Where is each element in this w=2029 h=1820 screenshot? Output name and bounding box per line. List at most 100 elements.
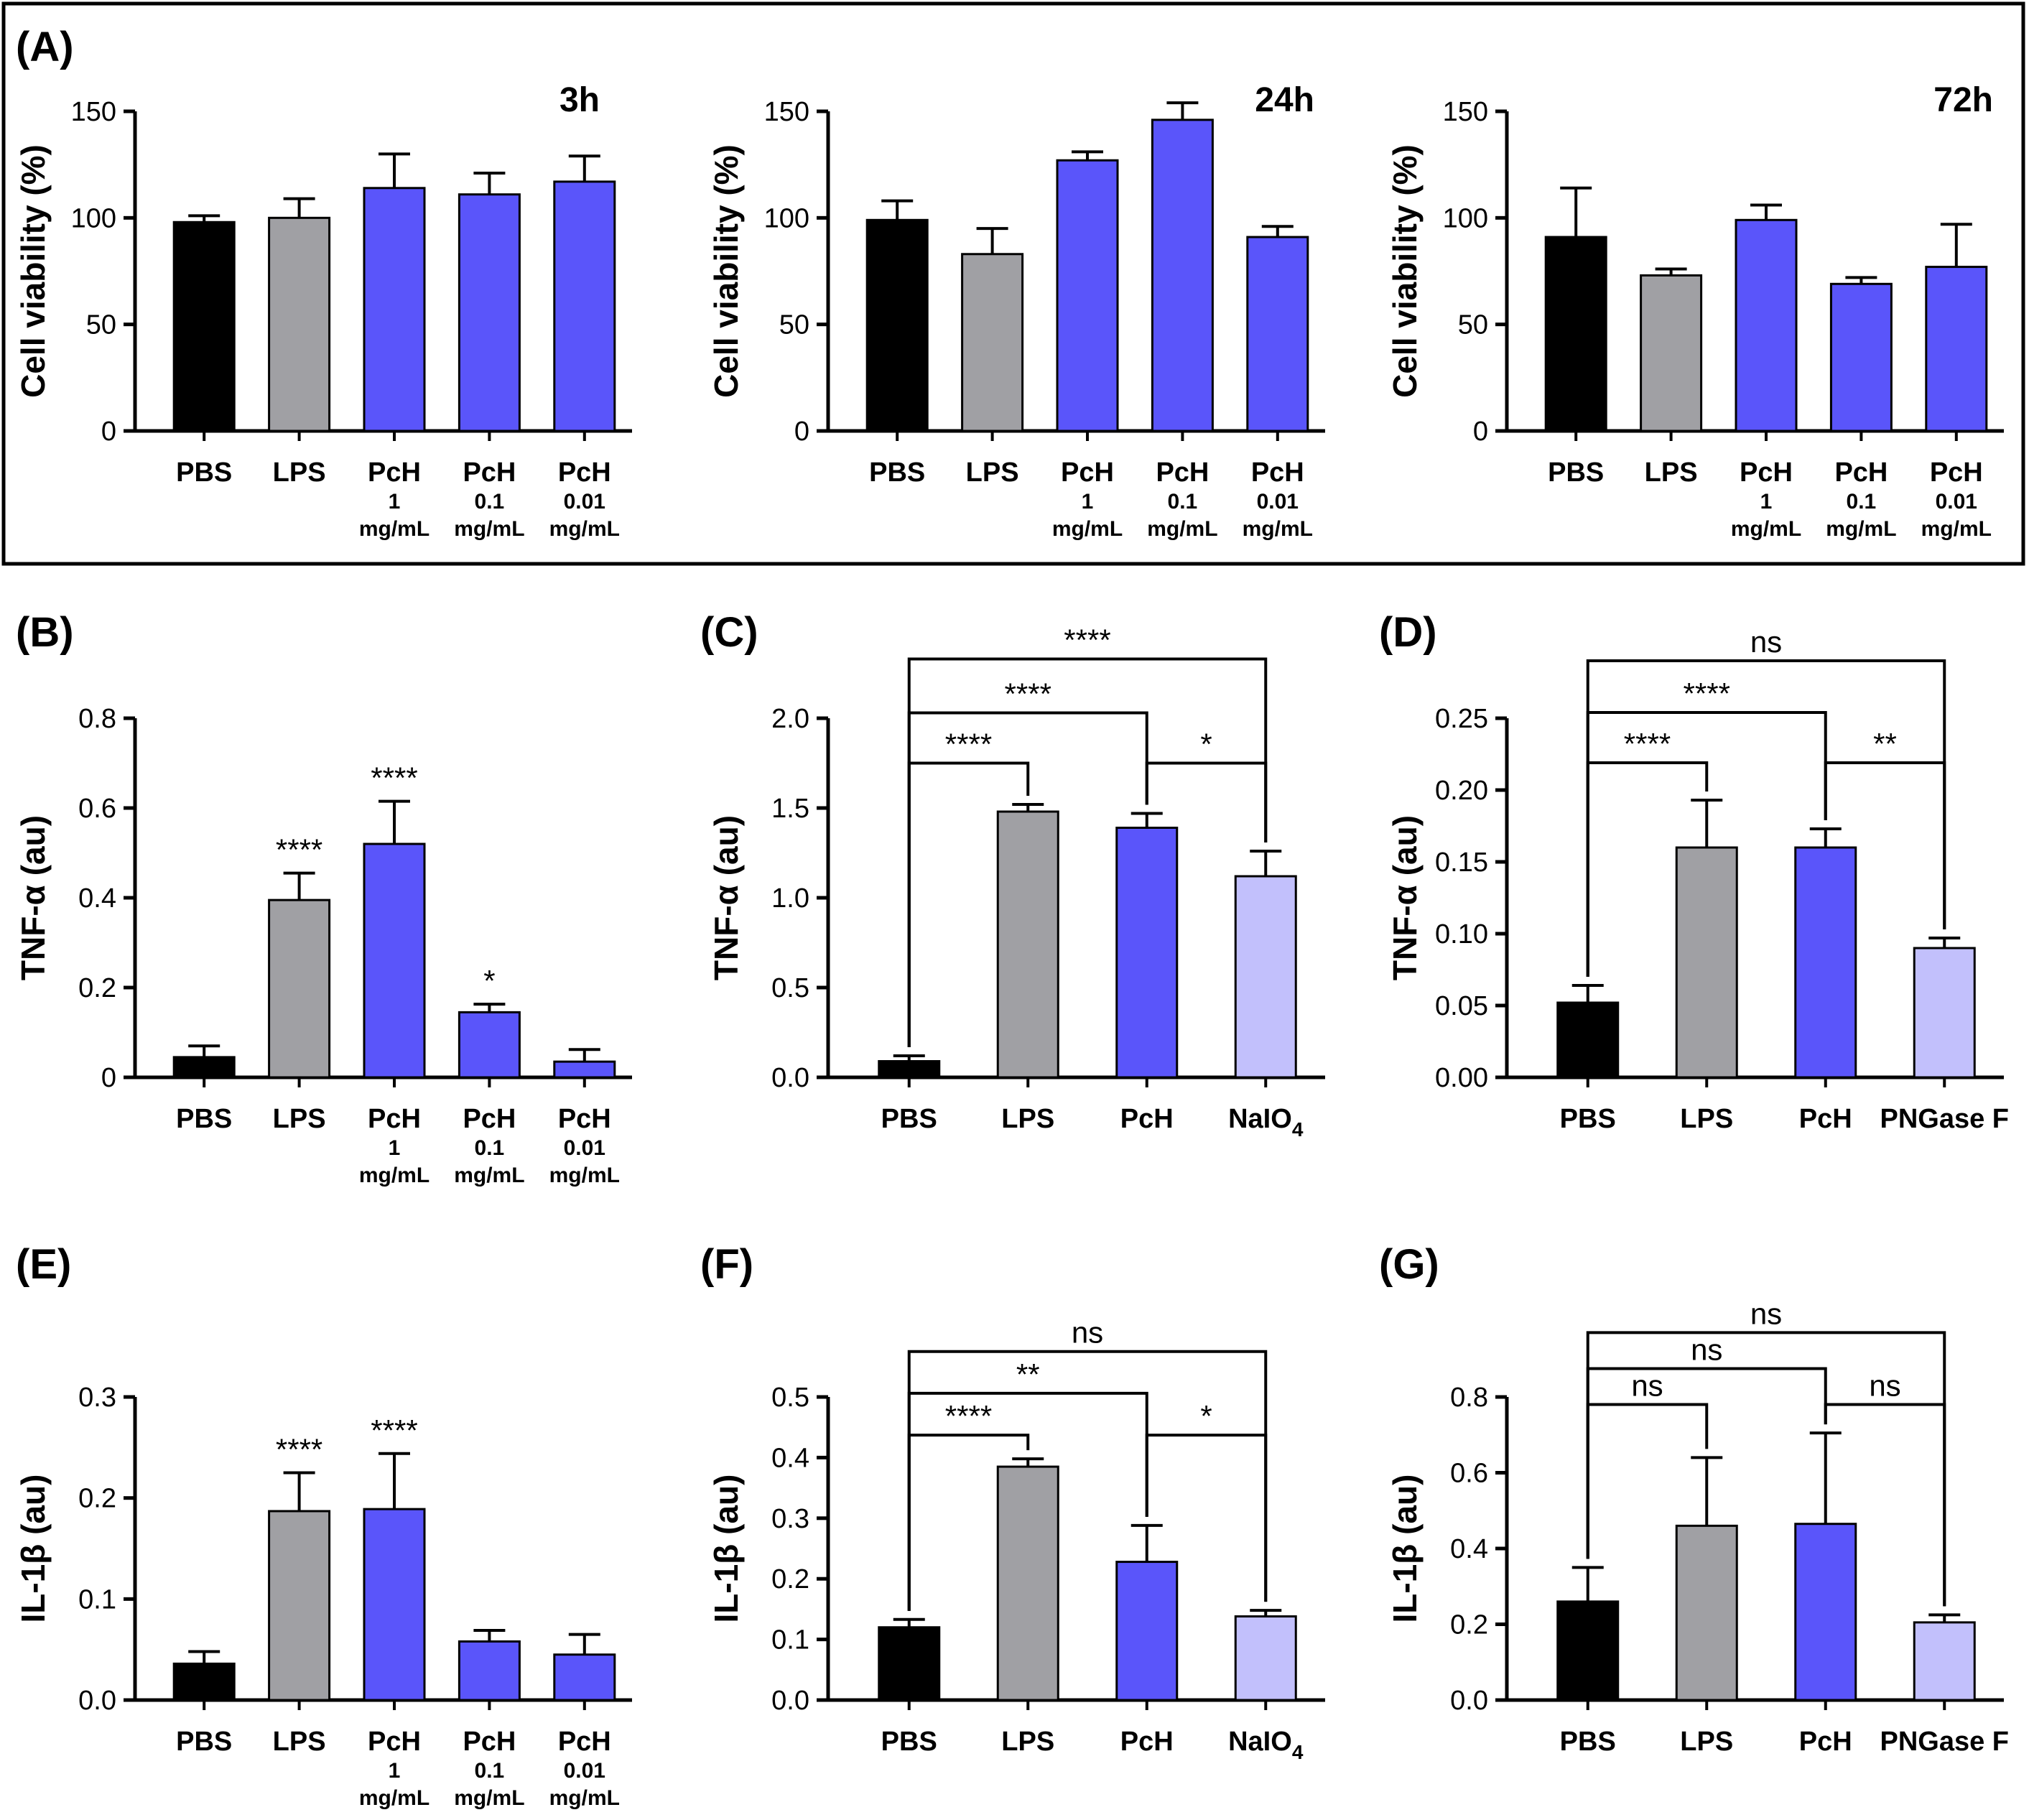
x-tick-label: PcH: [463, 458, 516, 488]
panel-label: (B): [16, 609, 74, 656]
x-tick-label: LPS: [1680, 1727, 1733, 1757]
bar: [878, 1060, 941, 1079]
bracket-significance-label: ****: [1005, 677, 1051, 711]
bar: [458, 193, 521, 432]
time-label: 24h: [1255, 81, 1314, 119]
x-tick-unit: mg/mL: [549, 517, 620, 541]
bar: [1913, 947, 1976, 1079]
y-axis-label: Cell viability (%): [707, 144, 745, 398]
x-tick-label: PBS: [1560, 1727, 1616, 1757]
x-tick-label: PcH: [1834, 458, 1888, 488]
comparison-bracket: [1586, 659, 1946, 977]
panel-a-frame: [1, 1, 2025, 566]
x-tick-label: PNGase F: [1880, 1727, 2009, 1757]
y-axis-label: IL-1β (au): [1386, 1475, 1424, 1623]
bar: [363, 187, 426, 432]
panel-label: (F): [700, 1241, 753, 1288]
y-axis-label: IL-1β (au): [707, 1475, 745, 1623]
significance-marker: ****: [276, 1433, 322, 1467]
x-tick-sublabel: 1: [389, 490, 401, 514]
bracket-significance-label: ns: [1750, 1296, 1782, 1330]
panel-d: (D) TNF-α (au) 0.00 0.05 0.10 0.15 0.20 0.25 PBS…: [1379, 609, 2009, 1134]
bracket-significance-label: *: [1200, 1399, 1212, 1433]
comparison-bracket: [907, 1350, 1268, 1611]
y-tick-label: 0.8: [1450, 1383, 1488, 1413]
x-tick-label: LPS: [966, 458, 1019, 488]
bar: [1151, 119, 1214, 432]
x-tick-unit: mg/mL: [1921, 517, 1992, 541]
bar: [1675, 1524, 1738, 1701]
significance-marker: ****: [276, 833, 322, 867]
x-tick-sublabel: 1: [1082, 490, 1094, 514]
comparison-bracket: [907, 657, 1268, 1047]
x-tick-sublabel: 0.1: [475, 1136, 505, 1160]
x-tick-label: PBS: [176, 1104, 232, 1134]
bracket-significance-label: ****: [1064, 623, 1110, 657]
y-tick-label: 0.2: [1450, 1610, 1488, 1640]
x-tick-label: LPS: [273, 1104, 326, 1134]
y-tick-label: 0.20: [1435, 776, 1488, 806]
bracket-significance-label: ****: [945, 728, 992, 761]
significance-marker: *: [483, 964, 495, 998]
x-tick-unit: mg/mL: [454, 517, 524, 541]
x-tick-label: NaIO4: [1228, 1727, 1304, 1763]
y-tick-label: 0.8: [78, 704, 116, 734]
bar: [1556, 1600, 1620, 1701]
x-tick-label: NaIO4: [1228, 1104, 1304, 1141]
bracket-significance-label: **: [1873, 727, 1897, 761]
x-tick-label: PBS: [176, 1727, 232, 1757]
x-tick-label: PcH: [1120, 1104, 1174, 1134]
x-tick-label: LPS: [1680, 1104, 1733, 1134]
x-tick-sublabel: 0.1: [475, 490, 505, 514]
x-tick-label: PcH: [558, 1727, 611, 1757]
x-tick-label: PcH: [1061, 458, 1114, 488]
y-axis-label: Cell viability (%): [1386, 144, 1424, 398]
panel-f: (F) IL-1β (au) 0.0 0.1 0.2 0.3 0.4 0.5 PBS LPS PcH…: [700, 1241, 1325, 1763]
x-tick-unit: mg/mL: [454, 1786, 524, 1810]
x-tick-sublabel: 0.01: [564, 490, 605, 514]
bar: [1115, 1561, 1179, 1701]
y-tick-label: 1.0: [771, 883, 809, 914]
x-tick-unit: mg/mL: [549, 1164, 620, 1187]
y-tick-label: 0.0: [771, 1686, 809, 1716]
y-tick-label: 150: [764, 97, 809, 127]
panel-label: (D): [1379, 609, 1437, 656]
bracket-significance-label: ns: [1869, 1369, 1900, 1403]
bar: [1913, 1621, 1976, 1701]
y-tick-label: 150: [71, 97, 116, 127]
y-axis-label: TNF-α (au): [707, 815, 745, 980]
bar: [1735, 218, 1798, 432]
bar: [1925, 266, 1988, 432]
bracket-significance-label: **: [1016, 1357, 1040, 1391]
bracket-significance-label: ns: [1750, 625, 1782, 659]
bar: [553, 1653, 616, 1701]
x-tick-label: PcH: [463, 1104, 516, 1134]
bar: [172, 1662, 236, 1701]
bracket-significance-label: *: [1200, 728, 1212, 761]
x-tick-unit: mg/mL: [454, 1164, 524, 1187]
x-tick-unit: mg/mL: [359, 517, 430, 541]
y-tick-label: 0.05: [1435, 991, 1488, 1021]
y-tick-label: 0.1: [771, 1625, 809, 1656]
y-tick-label: 0.10: [1435, 919, 1488, 950]
bar: [1640, 274, 1703, 432]
x-tick-label: PcH: [1156, 458, 1209, 488]
bar: [996, 810, 1059, 1079]
x-tick-label: LPS: [273, 1727, 326, 1757]
y-tick-label: 0.3: [771, 1504, 809, 1534]
x-tick-sublabel: 0.01: [564, 1759, 605, 1783]
bar: [268, 899, 331, 1079]
x-tick-sublabel: 0.1: [1847, 490, 1877, 514]
panel-label: (E): [16, 1241, 71, 1288]
x-tick-unit: mg/mL: [359, 1164, 430, 1187]
x-tick-label: PcH: [1740, 458, 1793, 488]
bar: [1829, 282, 1893, 432]
bar: [172, 1056, 236, 1079]
x-tick-label: PcH: [558, 458, 611, 488]
panel-g: (G) IL-1β (au) 0.0 0.2 0.4 0.6 0.8 PBS LPS PcH PNG…: [1379, 1241, 2009, 1757]
y-tick-label: 0.6: [78, 794, 116, 824]
x-tick-label: PBS: [881, 1104, 937, 1134]
